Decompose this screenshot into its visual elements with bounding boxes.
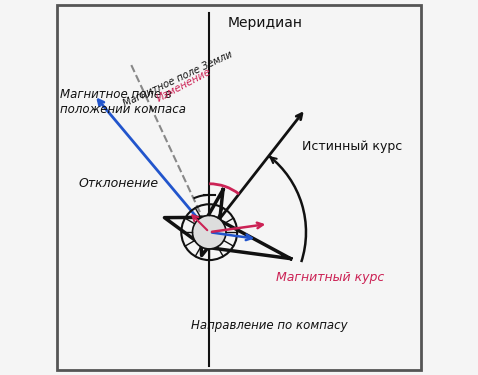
Text: Истинный курс: Истинный курс: [302, 140, 402, 153]
Text: Магнитное поле в
положении компаса: Магнитное поле в положении компаса: [60, 88, 186, 116]
Text: Меридиан: Меридиан: [228, 16, 303, 30]
Text: Направление по компасу: Направление по компасу: [191, 319, 347, 332]
Circle shape: [193, 215, 226, 249]
Text: Магнитное поле Земли: Магнитное поле Земли: [122, 50, 235, 109]
Text: Изменение: Изменение: [155, 66, 213, 104]
Text: Отклонение: Отклонение: [79, 177, 159, 190]
Text: Магнитный курс: Магнитный курс: [276, 270, 384, 284]
